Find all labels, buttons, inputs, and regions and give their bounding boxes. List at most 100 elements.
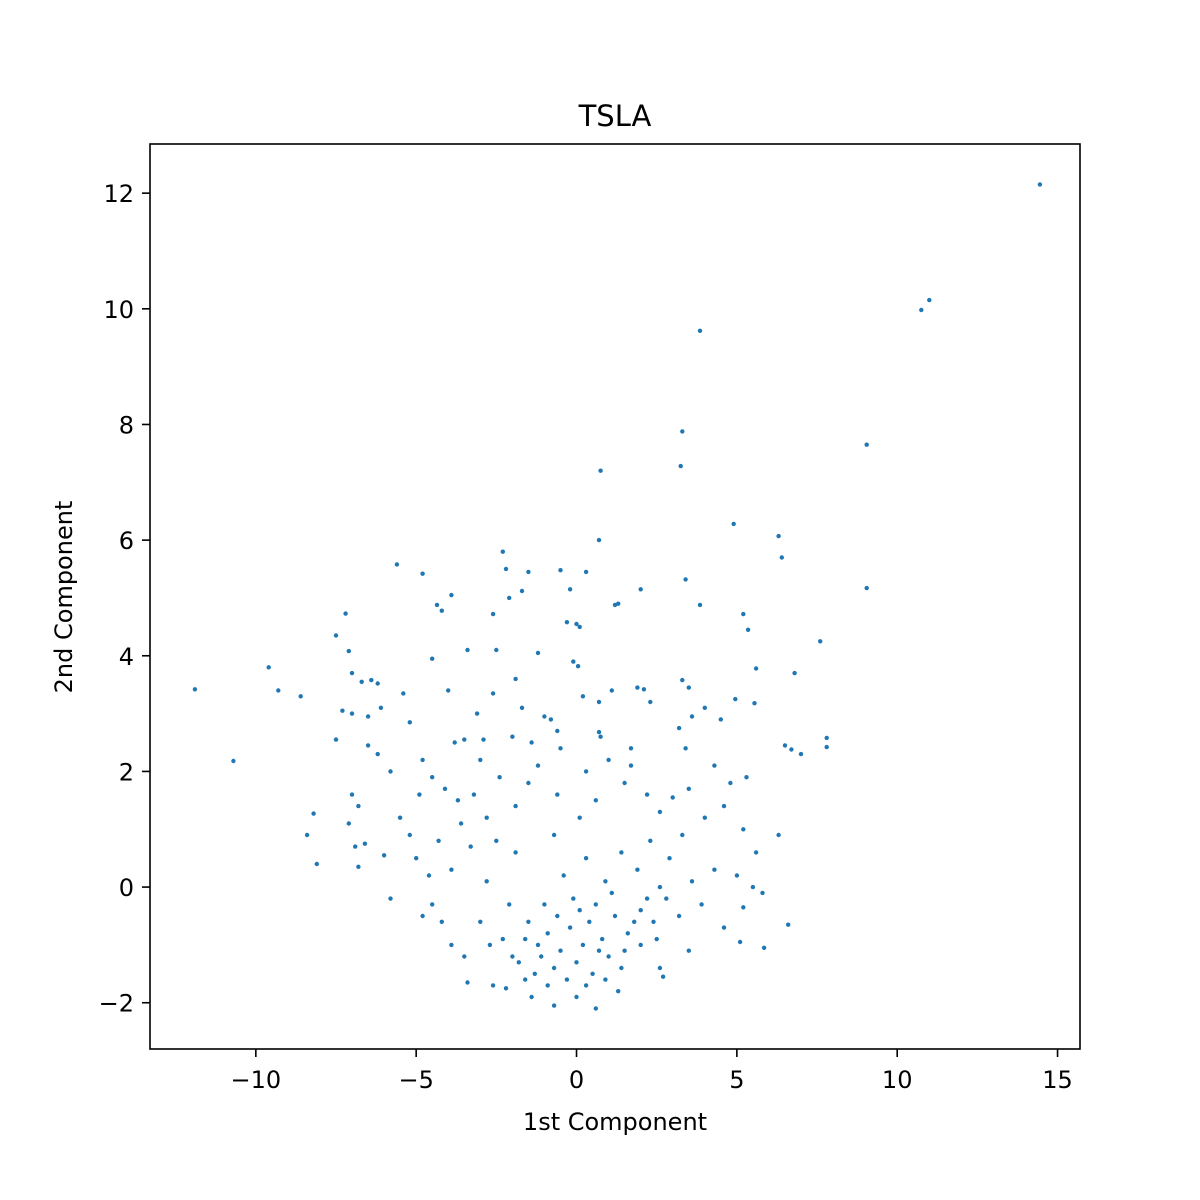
x-tick-label: 15 [1042, 1066, 1073, 1094]
y-tick-label: 4 [119, 643, 134, 671]
data-point [513, 676, 518, 682]
data-point [417, 792, 422, 797]
data-point [580, 942, 586, 948]
data-point [737, 939, 743, 945]
data-point [349, 711, 355, 716]
data-point [686, 685, 691, 690]
data-point [397, 815, 403, 820]
data-point [539, 954, 544, 959]
data-point [654, 936, 659, 942]
data-point [481, 737, 486, 742]
data-point [420, 757, 425, 763]
data-point [657, 965, 663, 971]
data-point [596, 537, 602, 543]
data-point [760, 890, 765, 896]
data-point [741, 827, 746, 832]
data-point [776, 832, 781, 838]
data-point [818, 639, 823, 644]
y-tick-label: 8 [119, 411, 134, 439]
data-point [564, 620, 570, 625]
data-point [378, 705, 384, 710]
data-point [439, 608, 444, 613]
data-point [644, 792, 650, 797]
data-point [792, 670, 797, 676]
data-point [375, 681, 380, 686]
data-point [555, 792, 560, 797]
data-point [776, 533, 781, 539]
data-point [381, 853, 387, 858]
data-point [484, 879, 489, 884]
data-point [638, 942, 643, 948]
data-point [551, 965, 557, 971]
x-tick-label: 10 [882, 1066, 913, 1094]
data-point [721, 925, 727, 930]
data-point [660, 974, 666, 979]
data-point [641, 687, 647, 692]
data-point [551, 832, 557, 838]
data-point [346, 821, 351, 826]
data-point [449, 942, 454, 948]
data-point [494, 647, 499, 653]
data-point [752, 701, 757, 706]
data-point [298, 694, 303, 699]
data-point [513, 803, 518, 809]
axis-ticks: −10 −5 0 5 10 15 −2 0 2 4 6 8 10 12 [99, 180, 1073, 1094]
data-points [192, 182, 1043, 1011]
data-point [420, 571, 425, 576]
data-point [686, 948, 691, 953]
data-point [365, 714, 371, 719]
data-point [545, 983, 550, 988]
data-point [750, 884, 756, 890]
data-point [718, 717, 723, 722]
data-point [657, 809, 663, 815]
data-point [362, 841, 368, 846]
data-point [632, 919, 637, 924]
data-point [478, 919, 483, 924]
data-point [529, 740, 534, 745]
data-point [782, 743, 788, 748]
data-point [535, 650, 541, 656]
plot-frame [149, 143, 1081, 1050]
data-point [622, 948, 627, 953]
data-point [583, 769, 589, 774]
data-point [648, 838, 653, 843]
data-point [523, 977, 528, 982]
data-point [500, 936, 505, 942]
data-point [577, 908, 582, 913]
data-point [734, 873, 740, 878]
data-point [490, 691, 496, 696]
data-point [535, 763, 541, 768]
data-point [575, 664, 581, 669]
data-point [583, 856, 589, 861]
data-point [388, 896, 393, 901]
data-point [697, 602, 703, 608]
data-point [644, 896, 650, 901]
data-point [558, 746, 563, 751]
data-point [490, 611, 496, 617]
data-point [510, 954, 515, 959]
data-point [304, 832, 310, 838]
data-point [689, 879, 695, 884]
data-point [340, 708, 345, 713]
data-point [638, 908, 643, 913]
data-point [311, 811, 316, 816]
data-point [356, 864, 361, 869]
data-point [598, 468, 603, 473]
data-point [712, 763, 717, 768]
data-point [683, 577, 688, 582]
data-point [603, 977, 608, 982]
data-point [635, 867, 640, 872]
data-point [494, 838, 499, 843]
data-point [619, 850, 624, 855]
data-point [577, 624, 582, 630]
data-point [519, 588, 525, 594]
data-point [231, 758, 236, 764]
data-point [359, 679, 364, 684]
data-point [542, 714, 547, 719]
data-point [439, 919, 444, 924]
y-tick-label: 0 [119, 874, 134, 902]
data-point [741, 611, 746, 617]
